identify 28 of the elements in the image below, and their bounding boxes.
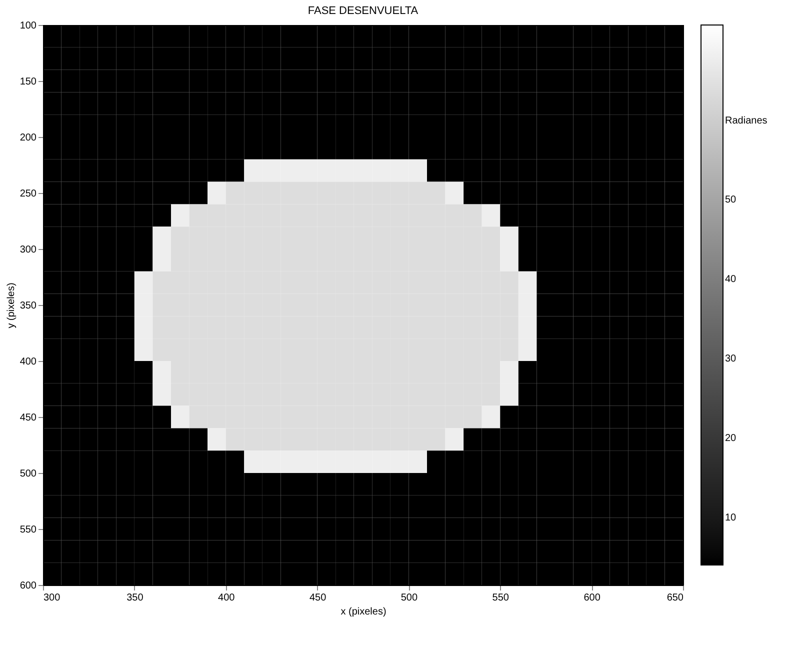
x-tick-label: 650 [666, 592, 684, 604]
x-tick-label: 300 [44, 592, 61, 604]
color-bar-label: 20 [725, 432, 737, 444]
x-tick-label: 500 [400, 592, 418, 604]
y-tick-label: 500 [20, 468, 37, 480]
color-bar-label: 30 [725, 354, 737, 365]
y-tick-label: 100 [20, 20, 37, 32]
color-bar-label: 50 [725, 194, 737, 206]
y-tick-label: 350 [20, 300, 37, 312]
x-axis-title: x (pixeles) [340, 606, 386, 618]
color-bar-label: 40 [725, 274, 737, 286]
y-tick-label: 400 [20, 356, 37, 368]
y-tick-label: 300 [20, 244, 37, 256]
y-tick-label: 550 [20, 524, 37, 536]
y-tick-label: 200 [20, 132, 37, 144]
x-tick-label: 350 [126, 592, 144, 604]
x-tick-label: 450 [309, 592, 327, 604]
y-tick-label: 450 [20, 412, 37, 424]
color-bar-label: Radianes [725, 115, 768, 126]
x-tick-label: 600 [584, 592, 601, 604]
chart-title: FASE DESENVUELTA [308, 5, 419, 17]
y-axis-title: y (pixeles) [6, 282, 17, 328]
y-tick-label: 600 [20, 580, 37, 592]
y-tick-label: 250 [20, 188, 37, 200]
y-tick-label: 150 [20, 76, 37, 88]
x-tick-label: 400 [218, 592, 236, 604]
x-tick-label: 550 [492, 592, 510, 604]
color-bar-label: 10 [725, 512, 737, 524]
